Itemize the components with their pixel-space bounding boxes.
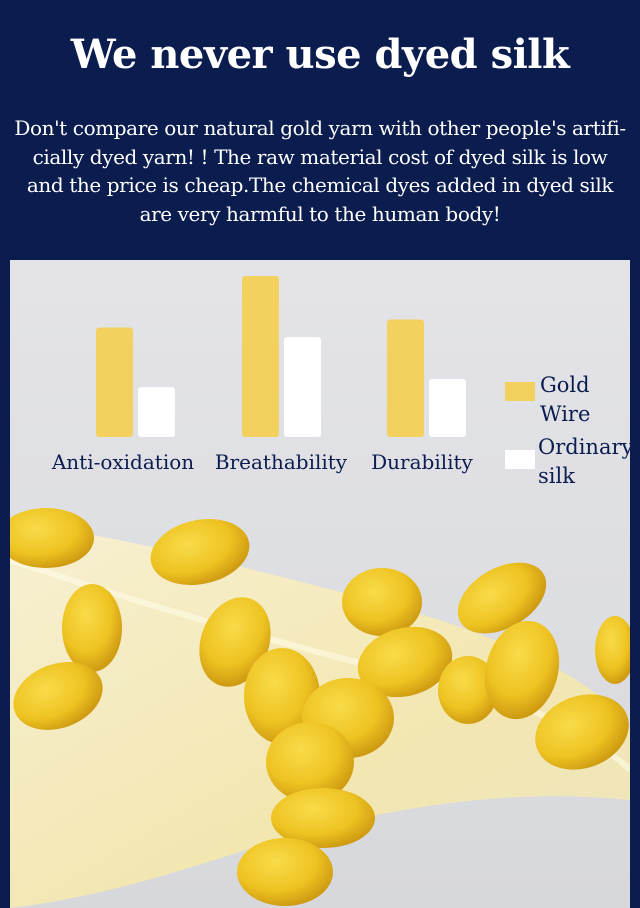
legend-label-ordinary-silk-line1: Ordinary xyxy=(538,435,630,459)
category-labels: Anti-oxidation Breathability Durability xyxy=(51,450,474,474)
bar-ordinary-silk-durability xyxy=(429,379,466,437)
cocoon xyxy=(62,584,122,672)
cocoon xyxy=(237,838,333,906)
legend-swatch-gold-wire xyxy=(505,382,535,401)
cocoon xyxy=(342,568,422,636)
bar-gold-wire-breathability xyxy=(242,276,279,437)
cocoon-group xyxy=(10,508,630,906)
page-title: We never use dyed silk xyxy=(70,31,570,78)
cocoon xyxy=(199,597,271,687)
legend-label-gold-wire-line1: Gold xyxy=(540,373,590,397)
cocoon xyxy=(244,648,320,744)
legend-label-ordinary-silk-line2: silk xyxy=(538,464,575,488)
cocoon xyxy=(535,694,629,770)
cocoon xyxy=(438,656,498,724)
bar-ordinary-silk-breathability xyxy=(284,337,321,437)
cocoon xyxy=(271,788,375,848)
cocoon xyxy=(266,722,354,802)
category-label: Durability xyxy=(371,450,473,474)
cocoon xyxy=(10,508,94,568)
bar-ordinary-silk-anti-oxidation xyxy=(138,387,175,437)
category-label: Breathability xyxy=(215,450,348,474)
legend-swatch-ordinary-silk xyxy=(505,450,535,469)
cocoon xyxy=(13,662,103,730)
page-description: Don't compare our natural gold yarn with… xyxy=(14,116,626,226)
legend-label-gold-wire-line2: Wire xyxy=(540,402,590,426)
cocoon xyxy=(357,626,453,698)
header-banner: We never use dyed silk Don't compare our… xyxy=(0,0,640,260)
silk-cocoons-photo xyxy=(10,508,630,908)
cocoon xyxy=(150,519,250,585)
chart-legend: Gold Wire Ordinary silk xyxy=(505,373,630,488)
chart-panel: Anti-oxidation Breathability Durability Go… xyxy=(10,260,630,908)
bar-gold-wire-anti-oxidation xyxy=(96,327,133,437)
bar-chart: Anti-oxidation Breathability Durability Go… xyxy=(51,276,630,488)
cocoon xyxy=(457,562,547,634)
cocoon xyxy=(595,616,630,684)
cocoon xyxy=(484,620,560,720)
bar-gold-wire-durability xyxy=(387,319,424,437)
category-label: Anti-oxidation xyxy=(51,450,194,474)
bar-group xyxy=(96,276,466,437)
